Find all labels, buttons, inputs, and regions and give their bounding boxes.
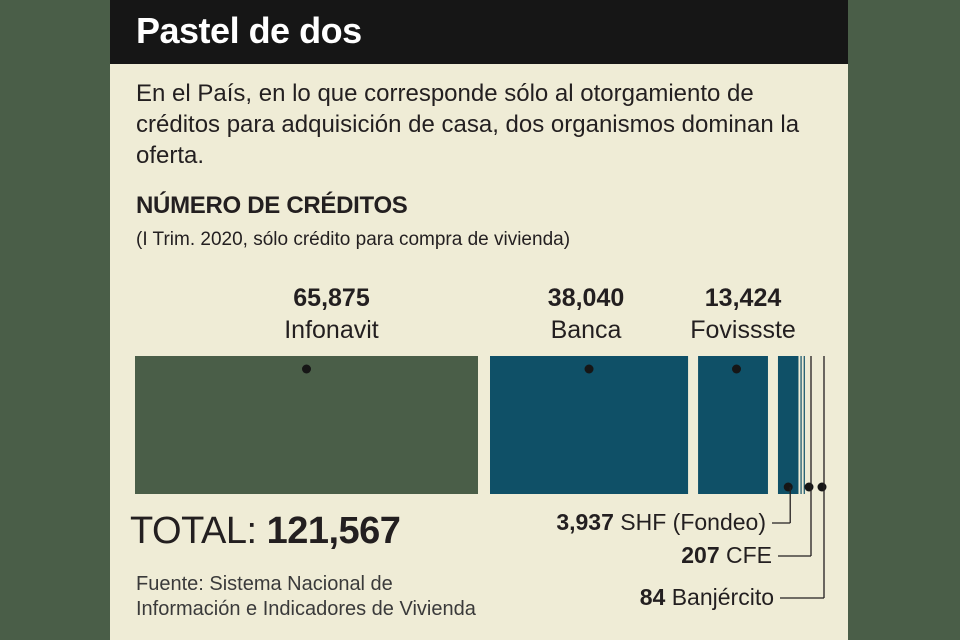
source-note: Fuente: Sistema Nacional de Información … (136, 573, 476, 620)
bar-fovissste (698, 356, 768, 494)
infographic-card: Pastel de dos En el País, en lo que corr… (110, 0, 848, 640)
credits-chart: 65,875 Infonavit 38,040 Banca 13,424 Fovissst… (135, 284, 827, 610)
bar-cfe (800, 356, 802, 494)
marker-fovissste (732, 364, 742, 374)
category-label-shf-fondeo: SHF (Fondeo) (620, 509, 766, 535)
value-label-infonavit: 65,875 (293, 284, 370, 312)
bar-banjercito (803, 356, 805, 494)
marker-banjercito (817, 482, 827, 492)
value-label-banjercito: 84 (640, 584, 672, 610)
bar-shf-fondeo (777, 356, 799, 494)
category-label-fovissste: Fovissste (690, 316, 796, 344)
marker-banca (584, 364, 594, 374)
value-label-shf-fondeo: 3,937 (556, 509, 620, 535)
label-banjercito: 84 Banjército (640, 584, 774, 610)
label-shf-fondeo: 3,937 SHF (Fondeo) (556, 509, 766, 535)
category-label-infonavit: Infonavit (284, 316, 379, 344)
marker-shf-fondeo (783, 482, 793, 492)
total-value: 121,567 (266, 510, 401, 552)
value-label-fovissste: 13,424 (705, 284, 782, 312)
category-label-banjercito: Banjército (672, 584, 774, 610)
value-label-cfe: 207 (681, 542, 726, 568)
category-label-banca: Banca (551, 316, 622, 344)
value-label-banca: 38,040 (548, 284, 624, 312)
label-cfe: 207 CFE (681, 542, 772, 568)
title-bar: Pastel de dos (110, 0, 848, 64)
bar-infonavit (135, 356, 478, 494)
marker-cfe (804, 482, 814, 492)
chart-title: NÚMERO DE CRÉDITOS (136, 192, 408, 219)
bar-banca (490, 356, 689, 494)
marker-infonavit (302, 364, 311, 374)
total-label: TOTAL: (130, 510, 257, 552)
description: En el País, en lo que corresponde sólo a… (136, 80, 800, 169)
chart-subtitle: (I Trim. 2020, sólo crédito para compra … (136, 229, 571, 250)
total: TOTAL: 121,567 (130, 510, 401, 553)
page-title: Pastel de dos (136, 10, 362, 51)
category-label-cfe: CFE (726, 542, 772, 568)
